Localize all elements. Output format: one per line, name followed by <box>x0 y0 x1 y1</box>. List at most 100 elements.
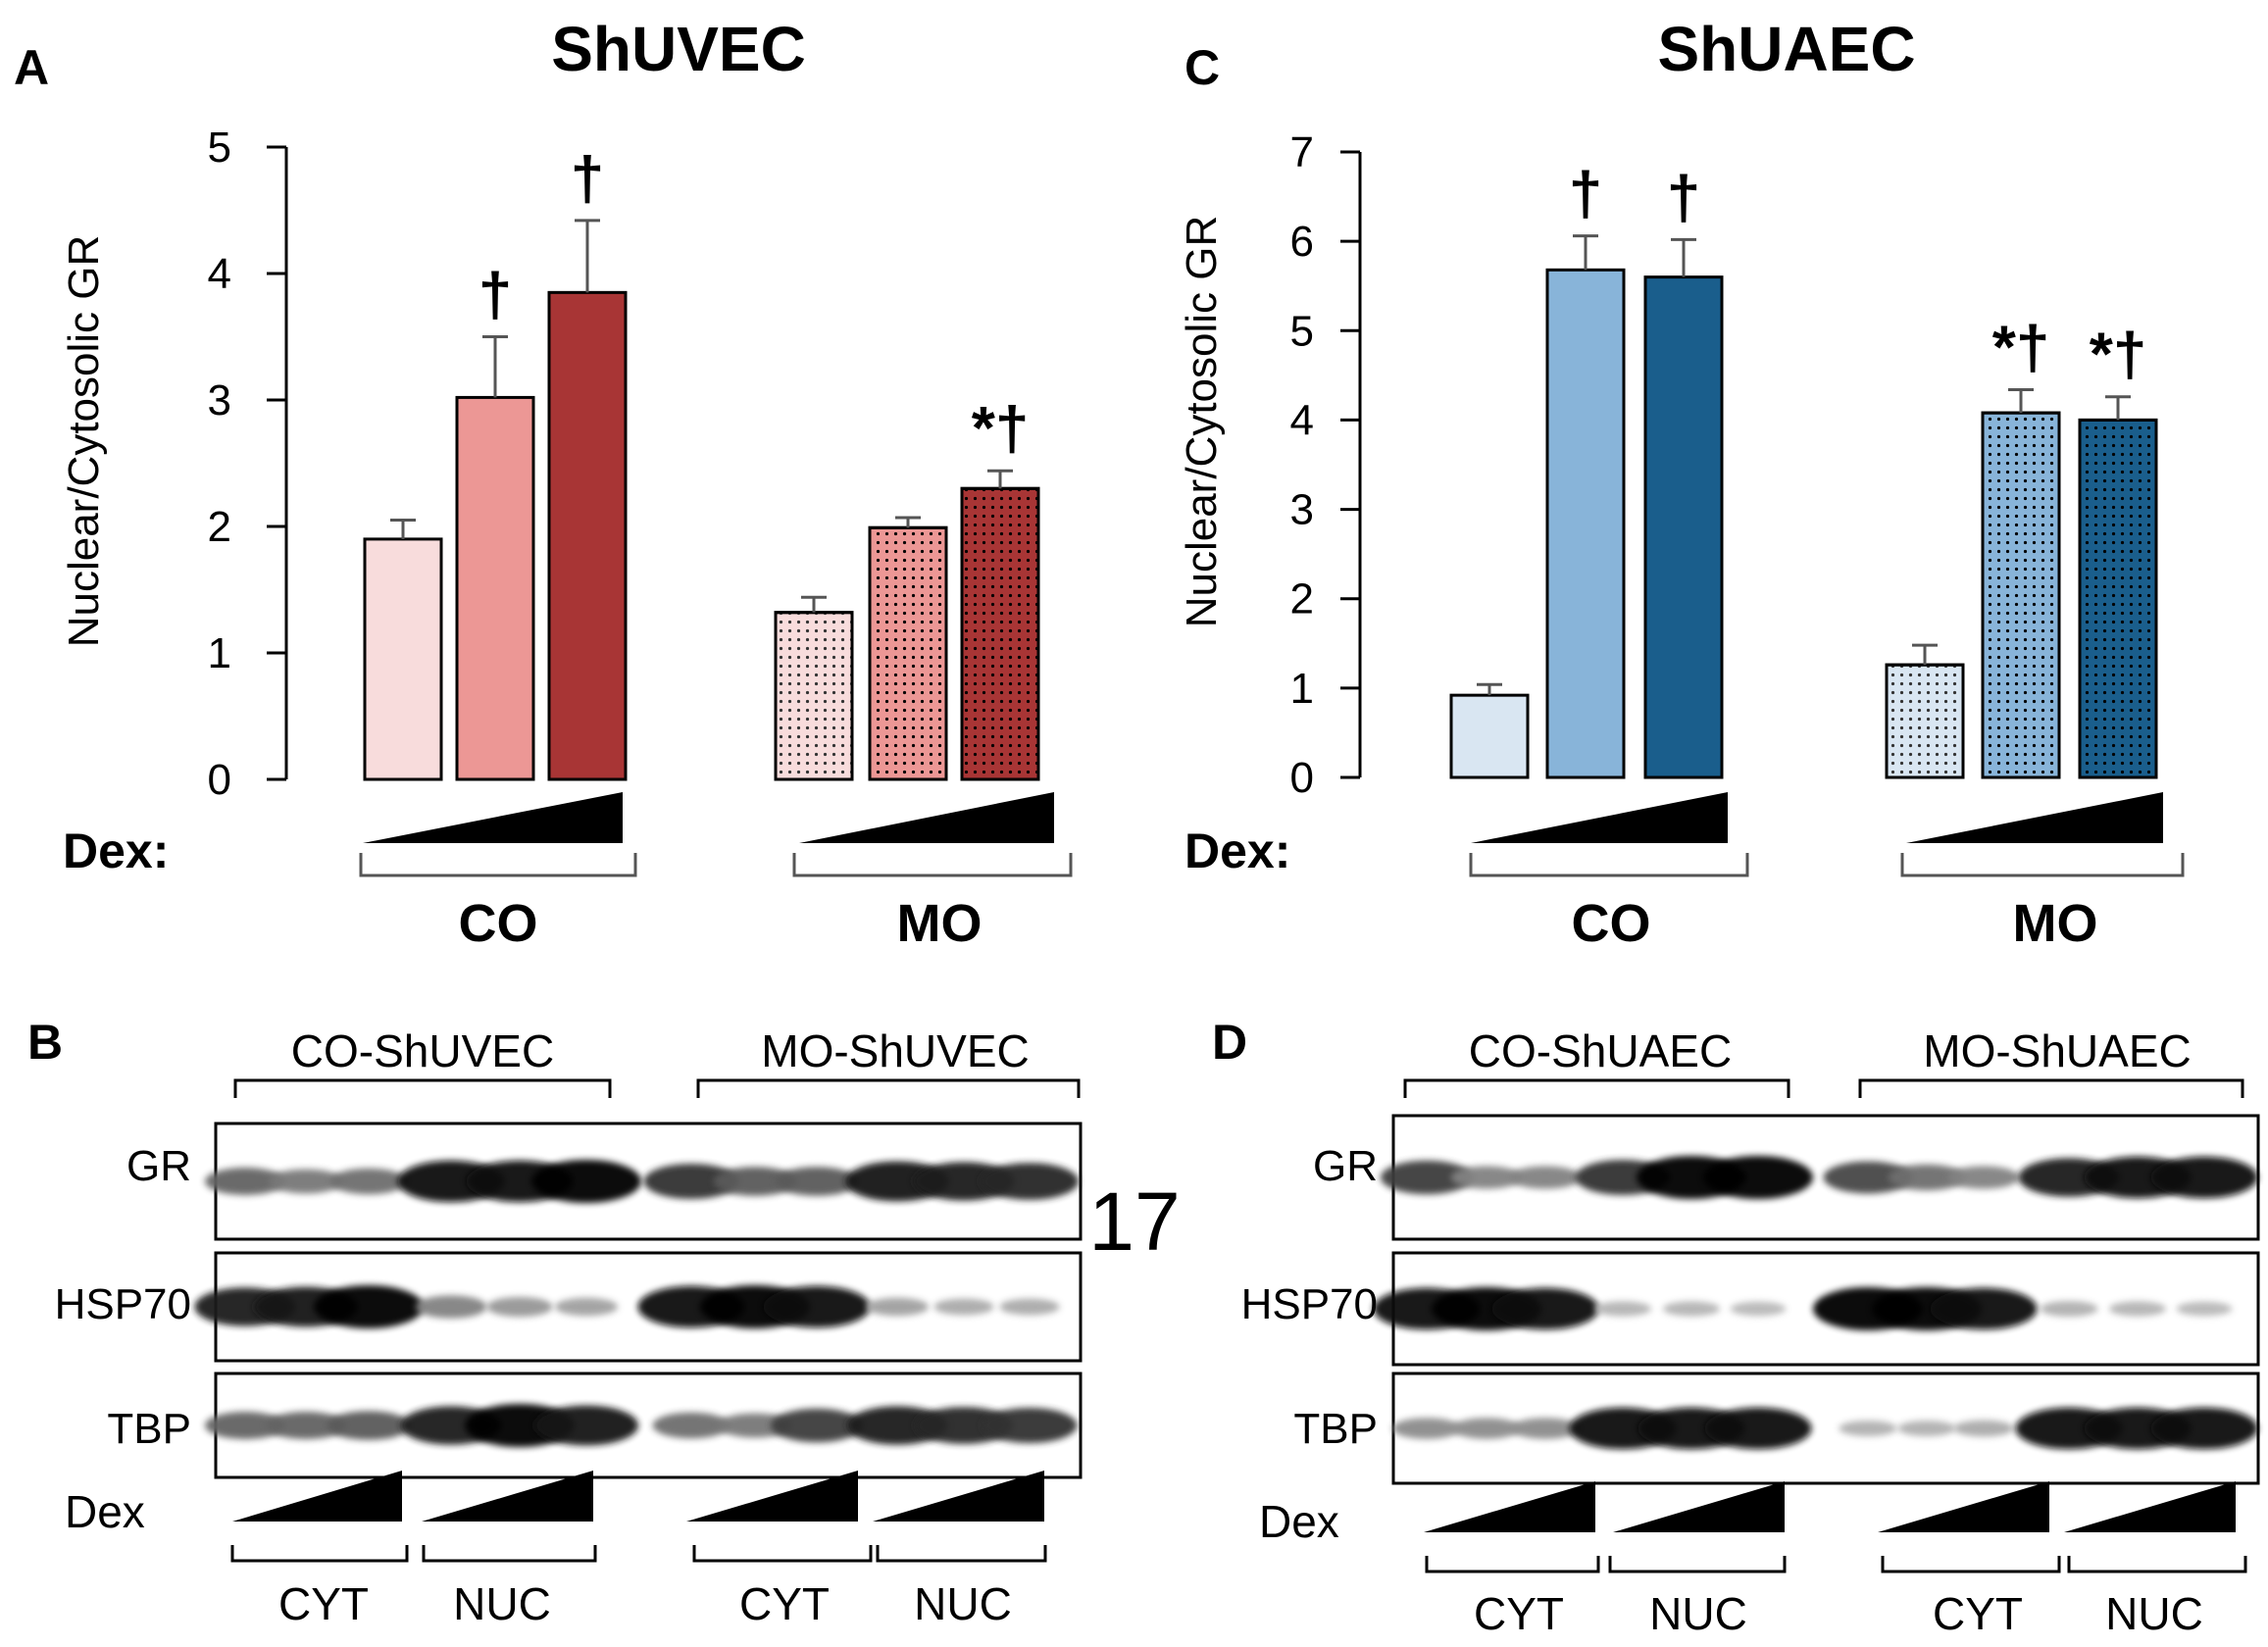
panel-a-bar-co-3 <box>547 290 628 781</box>
panel-a-sig-mark-co-3: † <box>571 145 604 213</box>
panel-b-fraction-label-2: NUC <box>453 1578 551 1629</box>
panel-b-band-hsp70-lane-10 <box>866 1297 929 1317</box>
panel-d-group-label-co: CO-ShUAEC <box>1469 1025 1732 1076</box>
panel-a-y-tick-label: 0 <box>208 756 231 804</box>
panel-b-fraction-bracket-2 <box>422 1545 597 1563</box>
panel-b-band-hsp70-lane-5 <box>486 1297 553 1317</box>
panel-d-group-label-mo: MO-ShUAEC <box>1923 1025 2191 1076</box>
panel-a-y-tick-label: 4 <box>208 250 231 298</box>
panel-a-bar-dots-mo-3 <box>960 486 1040 781</box>
panel-d-fraction-bracket-4 <box>2067 1556 2247 1573</box>
panel-a-group-label-mo: MO <box>897 894 983 953</box>
panel-c-y-tick-label: 2 <box>1290 575 1314 624</box>
panel-b-band-hsp70-lane-4 <box>415 1295 487 1319</box>
panel-a-bar-co-2 <box>455 395 535 781</box>
panel-d-blot-strips <box>1373 1078 2260 1573</box>
panel-d-band-gr-lane-3 <box>1509 1166 1582 1189</box>
panel-a-title: ShUVEC <box>551 14 806 84</box>
panel-d-western-blot: D CO-ShUAEC MO-ShUAEC GR HSP70 TBP Dex C… <box>1212 1015 2260 1639</box>
panel-a-ylabel: Nuclear/Cytosolic GR <box>60 235 108 648</box>
panel-d-band-hsp70-lane-11 <box>2109 1301 2166 1317</box>
panel-c-group-bracket-mo <box>1900 853 2185 877</box>
panel-a-y-tick-label: 1 <box>208 629 231 677</box>
panel-d-band-gr-lane-6 <box>1703 1156 1813 1199</box>
panel-d-row-label-tbp: TBP <box>1293 1405 1378 1453</box>
panel-d-band-tbp-lane-12 <box>2150 1407 2258 1450</box>
panel-d-group-bracket-1 <box>1403 1078 1790 1098</box>
panel-c-y-tick-label: 1 <box>1290 665 1314 713</box>
panel-d-dex-wedge-2 <box>1613 1481 1785 1532</box>
panel-d-band-gr-lane-2 <box>1450 1166 1523 1189</box>
panel-d-band-tbp-lane-8 <box>1897 1421 1956 1436</box>
panel-d-band-gr-lane-9 <box>1947 1166 2020 1189</box>
panel-a-group-bracket-mo <box>792 853 1073 877</box>
panel-b-fraction-label-1: CYT <box>278 1578 369 1629</box>
panel-d-row-label-hsp70: HSP70 <box>1241 1280 1378 1328</box>
panel-a-y-tick-label: 2 <box>208 503 231 551</box>
panel-b-band-tbp-lane-7 <box>652 1412 731 1439</box>
panel-b-row-label-gr: GR <box>126 1142 191 1190</box>
panel-b-blot-strips <box>194 1078 1083 1563</box>
panel-b-dex-wedge-1 <box>232 1471 402 1522</box>
panel-b-label: B <box>27 1015 63 1070</box>
panel-c-bar-co-2 <box>1545 268 1626 779</box>
panel-d-row-label-gr: GR <box>1313 1142 1378 1190</box>
panel-d-dex-wedge-3 <box>1878 1481 2049 1532</box>
panel-b-dex-wedge-2 <box>422 1471 593 1522</box>
panel-b-band-tbp-lane-12 <box>982 1408 1078 1443</box>
panel-b-band-gr-lane-7 <box>643 1164 739 1199</box>
panel-d-band-tbp-lane-7 <box>1839 1421 1897 1436</box>
panel-a-group-bracket-co <box>359 853 637 877</box>
panel-b-group-label-mo: MO-ShUVEC <box>761 1025 1029 1076</box>
panel-b-row-label-hsp70: HSP70 <box>55 1280 191 1328</box>
panel-c-y-tick-label: 4 <box>1290 396 1314 444</box>
panel-a-group-label-co: CO <box>459 894 538 953</box>
panel-a-bar-dots-mo-2 <box>868 525 948 781</box>
panel-b-band-hsp70-lane-3 <box>314 1285 424 1328</box>
panel-b-group-bracket-1 <box>233 1078 612 1098</box>
panel-d-band-hsp70-lane-10 <box>2040 1301 2098 1317</box>
panel-d-fraction-label-2: NUC <box>1649 1588 1747 1639</box>
panel-d-fraction-label-3: CYT <box>1933 1588 2023 1639</box>
panel-c-group-label-co: CO <box>1572 894 1651 953</box>
panel-b-fraction-label-3: CYT <box>739 1578 830 1629</box>
panel-c-sig-mark-mo-2: *† <box>1992 314 2050 381</box>
panel-b-band-tbp-lane-2 <box>266 1412 346 1439</box>
panel-c-bar-co-3 <box>1643 275 1724 779</box>
panel-b-band-gr-lane-3 <box>329 1168 408 1195</box>
panel-c-dex-label: Dex: <box>1184 824 1290 878</box>
panel-d-dex-label: Dex <box>1259 1496 1339 1547</box>
panel-a-sig-mark-mo-3: *† <box>972 395 1030 463</box>
panel-c-y-tick-label: 6 <box>1290 218 1314 266</box>
panel-b-dex-wedge-4 <box>873 1471 1044 1522</box>
panel-b-fraction-bracket-3 <box>692 1545 873 1563</box>
panel-c-dex-wedge-mo <box>1906 792 2163 843</box>
panel-c-group-bracket-co <box>1469 853 1749 877</box>
panel-b-band-tbp-lane-1 <box>205 1412 285 1439</box>
panel-b-band-gr-lane-12 <box>981 1163 1079 1200</box>
panel-c-y-tick-label: 3 <box>1290 486 1314 534</box>
panel-b-band-gr-lane-6 <box>531 1160 641 1203</box>
panel-c-y-tick-label: 5 <box>1290 307 1314 355</box>
panel-c-y-tick-label: 7 <box>1290 128 1314 176</box>
panel-c-bar-dots-mo-1 <box>1885 663 1965 779</box>
panel-b-dex-label: Dex <box>65 1486 145 1537</box>
panel-c-y-tick-label: 0 <box>1290 754 1314 802</box>
panel-b-western-blot: B CO-ShUVEC MO-ShUVEC GR HSP70 TBP 17 De… <box>27 1015 1181 1629</box>
panel-c-bar-co-1 <box>1449 693 1530 779</box>
panel-c-bar-chart: C ShUAEC Nuclear/Cytosolic GR 0 1 2 3 4 5 6 7 † †… <box>1178 14 2185 953</box>
panel-b-group-label-co: CO-ShUVEC <box>291 1025 554 1076</box>
panel-b-band-gr-lane-2 <box>269 1169 343 1194</box>
panel-b-band-hsp70-lane-11 <box>933 1298 994 1316</box>
panel-b-side-number: 17 <box>1088 1175 1180 1268</box>
panel-a-bar-dots-mo-1 <box>774 611 854 781</box>
panel-b-band-tbp-lane-3 <box>327 1411 411 1440</box>
panel-d-band-hsp70-lane-6 <box>1730 1301 1787 1317</box>
panel-c-sig-mark-co-3: † <box>1667 164 1700 231</box>
panel-d-label: D <box>1212 1015 1247 1070</box>
panel-b-band-tbp-lane-9 <box>771 1408 863 1443</box>
panel-a-dex-wedge-co <box>363 792 623 843</box>
panel-a-y-tick-label: 3 <box>208 376 231 424</box>
panel-d-band-hsp70-lane-3 <box>1491 1287 1599 1330</box>
